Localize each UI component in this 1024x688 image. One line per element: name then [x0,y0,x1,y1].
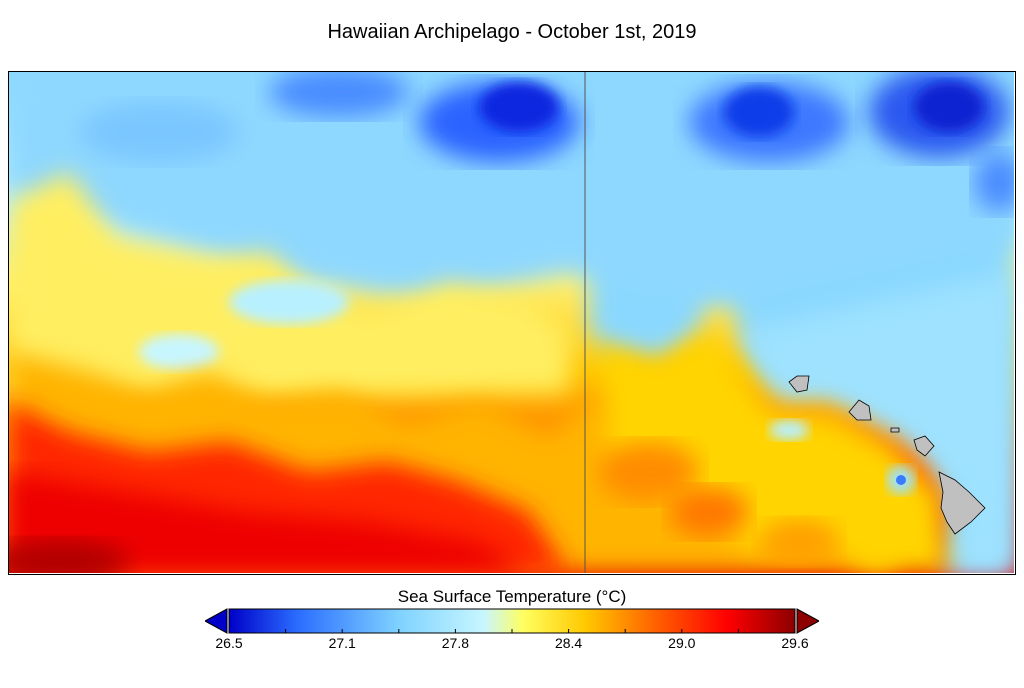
colorbar-tick-label: 26.5 [215,635,243,651]
colorbar-ticks [285,629,739,633]
island-molokai [848,399,872,421]
colorbar-tick-label: 27.8 [441,635,470,651]
hawaiian-islands [788,375,986,535]
sst-map [8,71,1016,575]
colorbar-min-extend [205,608,228,634]
map-title: Hawaiian Archipelago - October 1st, 2019 [327,21,697,43]
colorbar [205,608,819,634]
island-maui [913,435,935,457]
colorbar-tick-label: 29.6 [781,635,809,651]
island-hawaii [938,471,986,535]
sst-field [9,72,1014,573]
colorbar-title: Sea Surface Temperature (°C) [397,587,627,606]
island-lanai [890,427,900,433]
colorbar-gradient [228,608,796,634]
island-oahu [788,375,810,393]
colorbar-tick-label: 28.4 [554,635,583,651]
colorbar-tick-label: 29.0 [668,635,696,651]
colorbar-max-extend [796,608,819,634]
colorbar-tick-label: 27.1 [328,635,356,651]
